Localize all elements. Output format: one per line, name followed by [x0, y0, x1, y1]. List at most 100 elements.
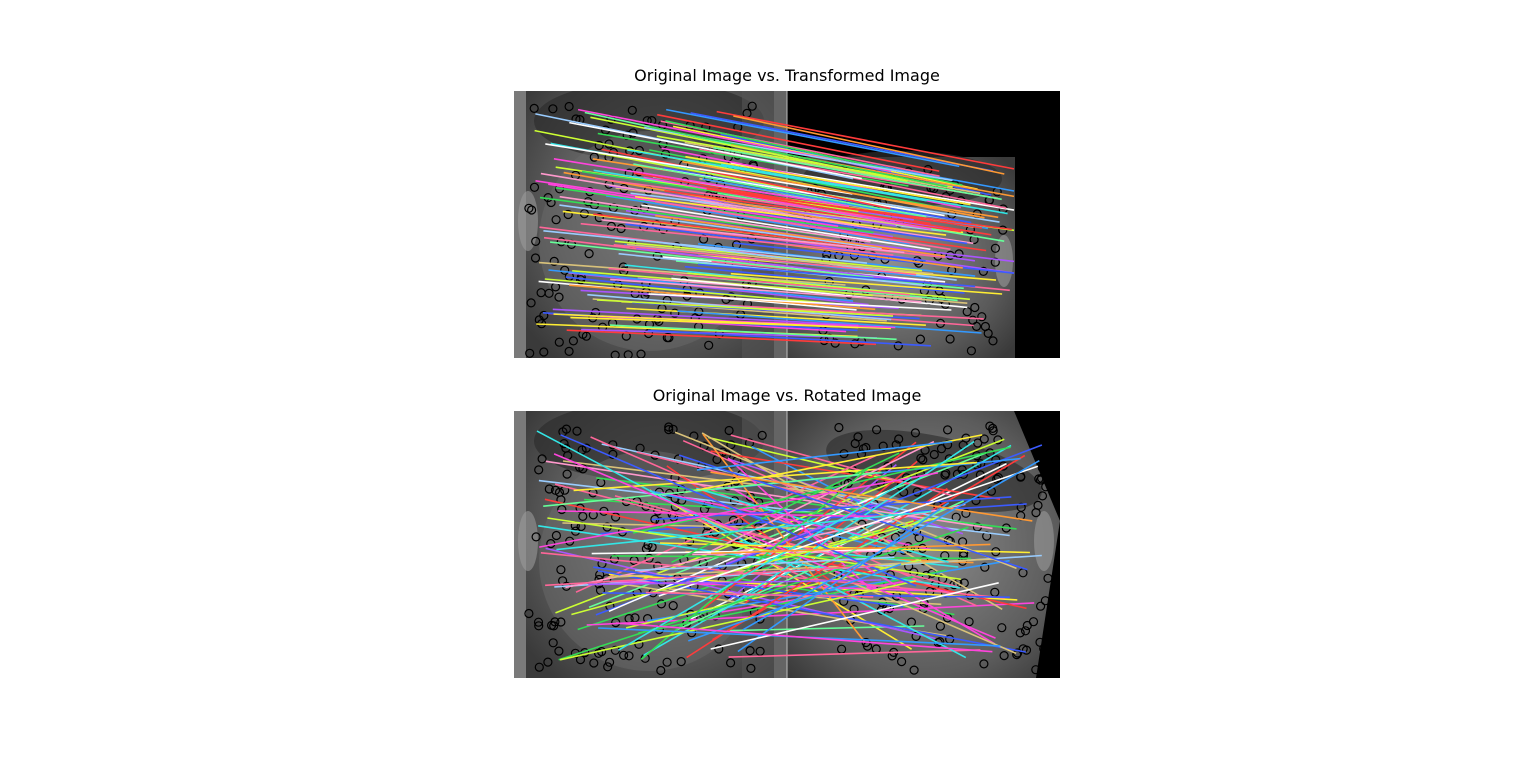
- keypoint-marker: [1037, 491, 1048, 501]
- keypoint-marker: [714, 644, 724, 654]
- keypoint-marker: [563, 209, 573, 220]
- keypoint-marker: [973, 438, 983, 448]
- keypoint-marker: [577, 445, 587, 455]
- match-line: [556, 510, 932, 551]
- keypoint-marker: [549, 256, 559, 266]
- keypoint-marker: [997, 623, 1007, 633]
- match-line: [730, 434, 953, 497]
- match-line: [710, 440, 935, 552]
- keypoint-marker: [1035, 637, 1045, 647]
- match-line: [595, 444, 1043, 616]
- keypoint-marker: [549, 621, 559, 631]
- match-lines: [536, 430, 1043, 661]
- keypoint-marker: [623, 350, 633, 358]
- match-line: [649, 126, 948, 188]
- match-line: [569, 121, 862, 180]
- match-line: [635, 196, 947, 236]
- match-line: [677, 310, 982, 334]
- keypoint-marker: [594, 212, 604, 223]
- match-line: [648, 531, 959, 568]
- keypoint-marker: [980, 562, 990, 572]
- keypoint-marker: [858, 444, 869, 454]
- keypoint-marker: [608, 449, 618, 460]
- keypoint-marker: [653, 561, 663, 571]
- match-line: [601, 219, 905, 254]
- keypoint-marker: [985, 421, 995, 431]
- keypoint-marker: [554, 337, 564, 347]
- keypoint-marker: [556, 617, 566, 627]
- match-line: [682, 160, 985, 219]
- keypoint-marker: [726, 440, 736, 450]
- keypoint-marker: [568, 336, 579, 346]
- keypoint-marker: [747, 101, 757, 111]
- match-line: [671, 277, 968, 309]
- match-line: [590, 116, 908, 182]
- keypoint-marker: [912, 487, 922, 497]
- match-line: [618, 477, 912, 651]
- keypoint-marker: [945, 250, 955, 260]
- keypoint-marker: [1031, 665, 1041, 675]
- match-line: [720, 163, 1008, 215]
- match-line: [560, 434, 917, 587]
- match-line: [615, 622, 993, 653]
- match-line: [559, 580, 917, 661]
- keypoint-marker: [630, 613, 640, 623]
- keypoint-marker: [746, 663, 756, 673]
- keypoint-marker: [578, 511, 588, 522]
- keypoint-marker: [529, 103, 539, 113]
- keypoint-marker: [664, 425, 674, 435]
- keypoint-marker: [534, 465, 544, 475]
- match-line: [648, 293, 952, 311]
- keypoint-marker: [1020, 626, 1031, 636]
- match-line: [713, 146, 1002, 201]
- keypoint-marker: [935, 621, 945, 631]
- match-line: [544, 278, 861, 307]
- keypoint-marker: [676, 657, 686, 667]
- keypoint-marker: [853, 432, 863, 442]
- match-line: [538, 525, 960, 589]
- match-line: [610, 278, 922, 303]
- keypoint-marker: [593, 648, 604, 658]
- keypoint-marker: [652, 251, 662, 261]
- keypoint-marker: [543, 657, 553, 667]
- keypoint-marker: [918, 455, 928, 465]
- keypoint-marker: [723, 481, 733, 491]
- match-line: [545, 547, 936, 640]
- panel-title-transformed: Original Image vs. Transformed Image: [634, 66, 940, 85]
- keypoint-marker: [534, 662, 544, 672]
- keypoint-marker: [988, 423, 998, 433]
- keypoint-marker: [634, 639, 644, 649]
- match-line: [633, 163, 927, 218]
- keypoint-marker: [979, 659, 989, 669]
- keypoint-marker: [1035, 601, 1046, 611]
- keypoint-marker: [936, 444, 947, 454]
- keypoint-marker: [964, 617, 974, 627]
- keypoint-marker: [548, 638, 558, 648]
- match-line: [710, 543, 991, 555]
- keypoint-marker: [945, 334, 955, 344]
- match-line: [710, 471, 1033, 522]
- keypoint-marker: [560, 265, 570, 275]
- keypoint-marker: [527, 205, 537, 215]
- keypoint-marker: [594, 140, 604, 151]
- match-line: [540, 552, 1005, 599]
- keypoint-marker: [533, 617, 544, 627]
- match-line: [605, 195, 910, 245]
- match-line: [550, 241, 874, 279]
- match-line: [557, 510, 890, 518]
- keypoint-marker: [872, 425, 882, 435]
- keypoint-marker: [539, 310, 549, 321]
- match-line: [625, 516, 942, 601]
- keypoint-marker: [1035, 475, 1046, 485]
- match-line: [716, 110, 1015, 170]
- keypoint-marker: [1037, 463, 1047, 473]
- keypoint-marker: [1016, 502, 1026, 512]
- match-line: [553, 313, 859, 329]
- keypoint-marker: [656, 665, 666, 676]
- match-line: [601, 148, 891, 210]
- keypoint-marker: [621, 331, 631, 341]
- match-line: [552, 308, 859, 326]
- match-line: [597, 569, 1027, 653]
- match-line: [609, 324, 897, 341]
- match-line: [655, 214, 946, 257]
